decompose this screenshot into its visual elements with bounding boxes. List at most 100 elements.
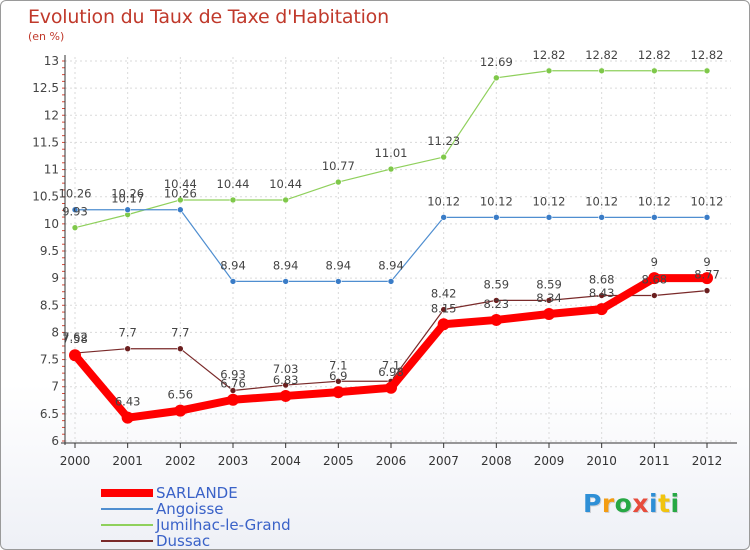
data-point	[69, 349, 81, 362]
data-point	[174, 404, 187, 417]
data-point	[385, 381, 397, 394]
data-label: 6.9	[329, 369, 347, 383]
data-label: 12.82	[533, 48, 566, 62]
data-point	[703, 214, 711, 221]
data-point	[545, 214, 553, 221]
data-point	[227, 393, 239, 406]
x-tick-label: 2007	[428, 454, 459, 468]
legend-label: Dussac	[156, 532, 211, 550]
legend-swatch	[101, 540, 153, 542]
logo-letter: t	[658, 489, 671, 518]
data-label: 8.34	[536, 291, 562, 305]
data-label: 9.93	[62, 205, 88, 219]
data-point	[598, 67, 605, 75]
data-label: 12.82	[691, 48, 724, 62]
data-label: 10.44	[269, 177, 302, 191]
x-tick-label: 2011	[639, 454, 670, 468]
data-point	[229, 196, 237, 204]
data-label: 8.94	[326, 258, 352, 272]
data-point	[177, 206, 184, 214]
y-tick-label: 10	[44, 217, 59, 231]
logo-letter: o	[614, 489, 633, 518]
data-label: 8.94	[273, 258, 299, 272]
y-tick-label: 13	[44, 54, 59, 68]
data-point	[332, 386, 345, 399]
data-point	[229, 387, 237, 394]
data-point	[437, 318, 450, 331]
data-point	[282, 381, 289, 389]
legend-label: SARLANDE	[156, 484, 238, 502]
data-point	[440, 306, 447, 313]
x-tick-label: 2004	[270, 454, 301, 468]
data-label: 10.44	[164, 177, 197, 191]
data-label: 10.12	[480, 194, 513, 208]
legend-label: Jumilhac-le-Grand	[156, 516, 291, 534]
data-point	[440, 153, 447, 161]
data-label: 10.17	[111, 192, 144, 206]
legend-swatch	[101, 508, 153, 510]
logo-letter: i	[670, 489, 680, 518]
data-label: 6.43	[115, 395, 141, 409]
logo-letter: x	[632, 489, 649, 518]
data-point	[71, 224, 79, 231]
data-point	[490, 313, 503, 326]
data-label: 8.15	[431, 301, 457, 315]
data-label: 9	[703, 255, 710, 269]
data-label: 10.12	[585, 194, 618, 208]
data-point	[651, 292, 658, 299]
data-label: 8.59	[536, 277, 562, 291]
data-point	[124, 345, 131, 353]
data-label: 8.43	[589, 286, 615, 300]
data-label: 10.12	[691, 194, 724, 208]
data-label: 6.83	[273, 373, 299, 387]
y-tick-label: 10.5	[32, 190, 59, 204]
data-label: 8.94	[220, 258, 246, 272]
data-label: 6.56	[168, 388, 194, 402]
data-label: 7.1	[382, 358, 400, 372]
data-point	[177, 345, 184, 353]
legend-label: Angoisse	[156, 500, 224, 518]
data-label: 8.77	[694, 268, 720, 282]
x-tick-label: 2009	[534, 454, 565, 468]
y-tick-label: 11.5	[32, 135, 59, 149]
chart-subtitle: (en %)	[28, 30, 65, 43]
chart-title: Evolution du Taux de Taxe d'Habitation	[28, 6, 389, 28]
y-tick-label: 12.5	[32, 81, 59, 95]
data-label: 12.82	[638, 48, 671, 62]
data-label: 8.68	[589, 273, 615, 287]
data-label: 7.7	[119, 326, 137, 340]
data-point	[595, 303, 608, 316]
data-point	[651, 67, 658, 75]
data-label: 11.23	[427, 134, 460, 148]
x-tick-label: 2000	[60, 454, 91, 468]
logo-letter: P	[583, 489, 602, 518]
x-tick-label: 2002	[165, 454, 196, 468]
data-label: 10.12	[427, 194, 460, 208]
data-point	[229, 278, 237, 285]
data-label: 7.58	[62, 332, 88, 346]
y-tick-label: 9	[51, 271, 59, 285]
data-point	[279, 389, 292, 402]
data-point	[543, 307, 555, 320]
data-label: 10.12	[533, 194, 566, 208]
data-point	[648, 272, 661, 285]
data-label: 10.26	[164, 187, 197, 201]
data-point	[598, 214, 605, 221]
data-label: 8.68	[642, 273, 668, 287]
y-tick-label: 6	[51, 434, 59, 448]
x-tick-label: 2008	[481, 454, 512, 468]
x-tick-label: 2012	[692, 454, 723, 468]
data-point	[282, 278, 289, 285]
y-tick-label: 8.5	[40, 298, 59, 312]
data-point	[545, 297, 553, 304]
x-tick-label: 2005	[323, 454, 354, 468]
data-point	[387, 278, 395, 285]
data-point	[651, 214, 658, 221]
y-tick-label: 7.5	[40, 353, 59, 367]
data-point	[387, 165, 395, 173]
y-tick-label: 6.5	[40, 407, 59, 421]
y-tick-label: 12	[44, 108, 59, 122]
data-point	[493, 74, 500, 82]
data-label: 10.44	[217, 177, 250, 191]
